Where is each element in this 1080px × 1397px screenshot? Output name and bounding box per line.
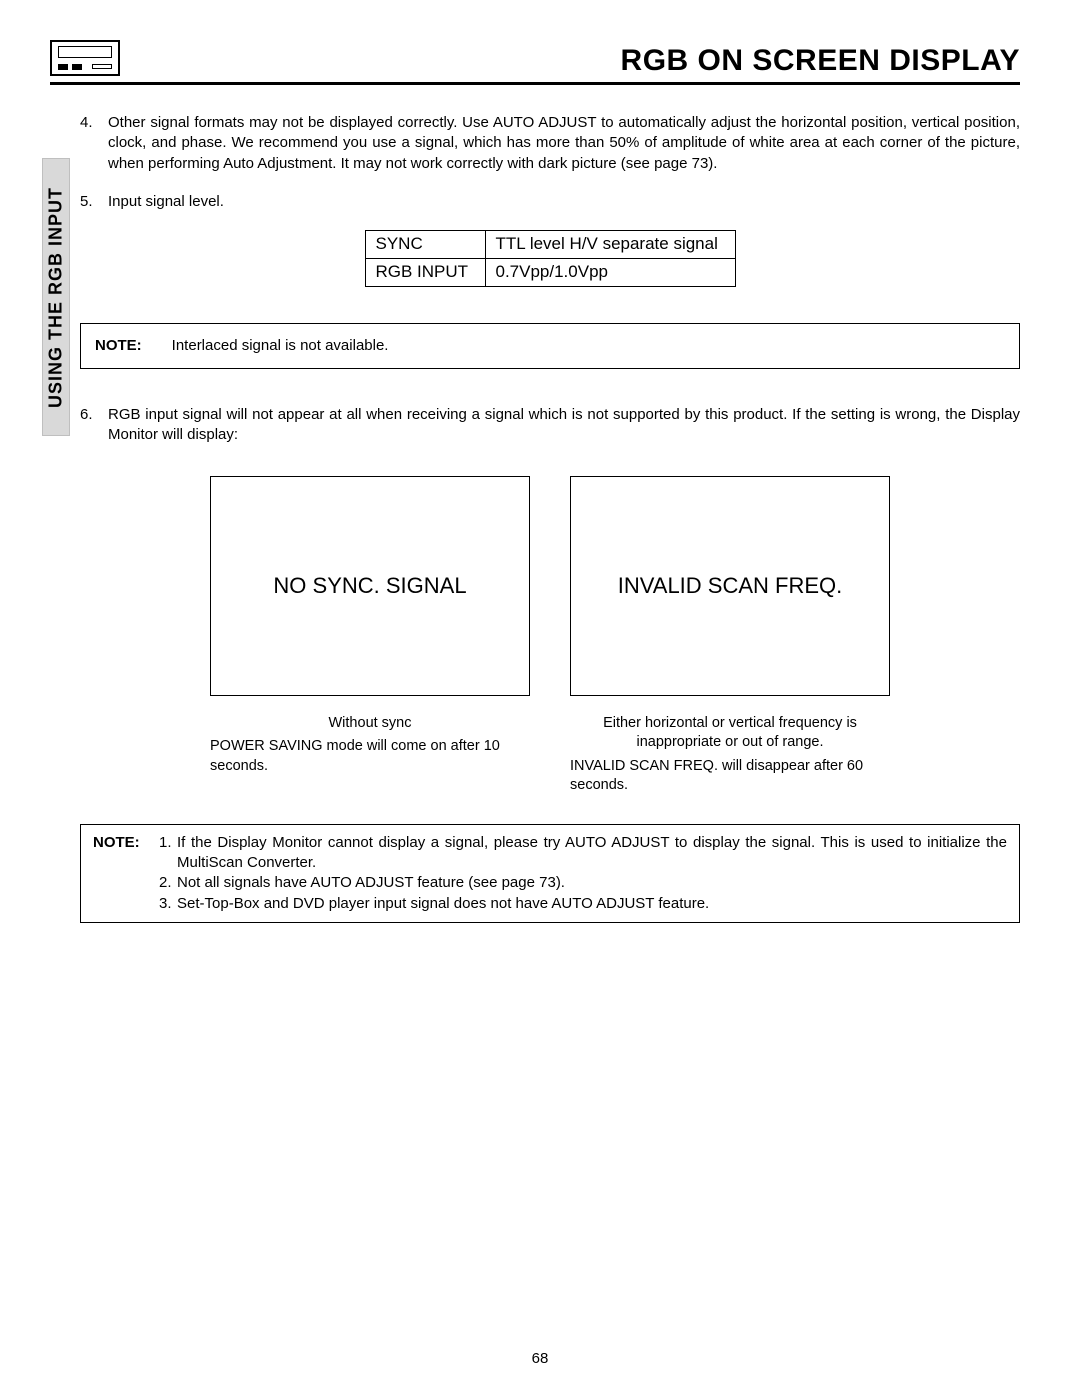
table-row: RGB INPUT 0.7Vpp/1.0Vpp [365, 258, 735, 286]
note-label: NOTE: [95, 336, 142, 356]
display-captions-row: Without sync POWER SAVING mode will come… [80, 714, 1020, 796]
table-cell: 0.7Vpp/1.0Vpp [485, 258, 735, 286]
caption-body: INVALID SCAN FREQ. will disappear after … [570, 757, 890, 796]
page-header: RGB ON SCREEN DISPLAY [50, 40, 1020, 85]
signal-level-table: SYNC TTL level H/V separate signal RGB I… [365, 230, 736, 287]
caption-left: Without sync POWER SAVING mode will come… [210, 714, 530, 796]
page-number: 68 [0, 1350, 1080, 1367]
side-tab-label: USING THE RGB INPUT [42, 158, 70, 436]
note-list: 1. If the Display Monitor cannot display… [159, 833, 1007, 914]
list-item: 5. Input signal level. [80, 192, 1020, 212]
table-cell: RGB INPUT [365, 258, 485, 286]
note-text: Interlaced signal is not available. [172, 336, 389, 356]
item-text: Other signal formats may not be displaye… [108, 113, 1020, 174]
page-title: RGB ON SCREEN DISPLAY [621, 44, 1020, 78]
note-item-text: Not all signals have AUTO ADJUST feature… [177, 873, 1007, 893]
device-icon [50, 40, 120, 76]
note-item-text: Set-Top-Box and DVD player input signal … [177, 894, 1007, 914]
table-cell: TTL level H/V separate signal [485, 231, 735, 259]
note-item-number: 1. [159, 833, 177, 874]
list-item: 4. Other signal formats may not be displ… [80, 113, 1020, 174]
item-number: 4. [80, 113, 108, 174]
item-number: 6. [80, 405, 108, 446]
note-box: NOTE: Interlaced signal is not available… [80, 323, 1020, 369]
note-list-item: 3. Set-Top-Box and DVD player input sign… [159, 894, 1007, 914]
note-list-item: 1. If the Display Monitor cannot display… [159, 833, 1007, 874]
caption-body: POWER SAVING mode will come on after 10 … [210, 737, 530, 776]
table-row: SYNC TTL level H/V separate signal [365, 231, 735, 259]
item-text: Input signal level. [108, 192, 1020, 212]
note-label: NOTE: [93, 833, 149, 914]
caption-title: Without sync [210, 714, 530, 734]
item-number: 5. [80, 192, 108, 212]
note-box: NOTE: 1. If the Display Monitor cannot d… [80, 824, 1020, 923]
display-box-invalid-freq: INVALID SCAN FREQ. [570, 476, 890, 696]
display-box-no-sync: NO SYNC. SIGNAL [210, 476, 530, 696]
page-content: 4. Other signal formats may not be displ… [80, 113, 1020, 923]
caption-title: Either horizontal or vertical frequency … [570, 714, 890, 753]
display-examples-row: NO SYNC. SIGNAL INVALID SCAN FREQ. [80, 476, 1020, 696]
table-cell: SYNC [365, 231, 485, 259]
note-item-text: If the Display Monitor cannot display a … [177, 833, 1007, 874]
list-item: 6. RGB input signal will not appear at a… [80, 405, 1020, 446]
note-list-item: 2. Not all signals have AUTO ADJUST feat… [159, 873, 1007, 893]
caption-right: Either horizontal or vertical frequency … [570, 714, 890, 796]
note-item-number: 3. [159, 894, 177, 914]
note-item-number: 2. [159, 873, 177, 893]
item-text: RGB input signal will not appear at all … [108, 405, 1020, 446]
